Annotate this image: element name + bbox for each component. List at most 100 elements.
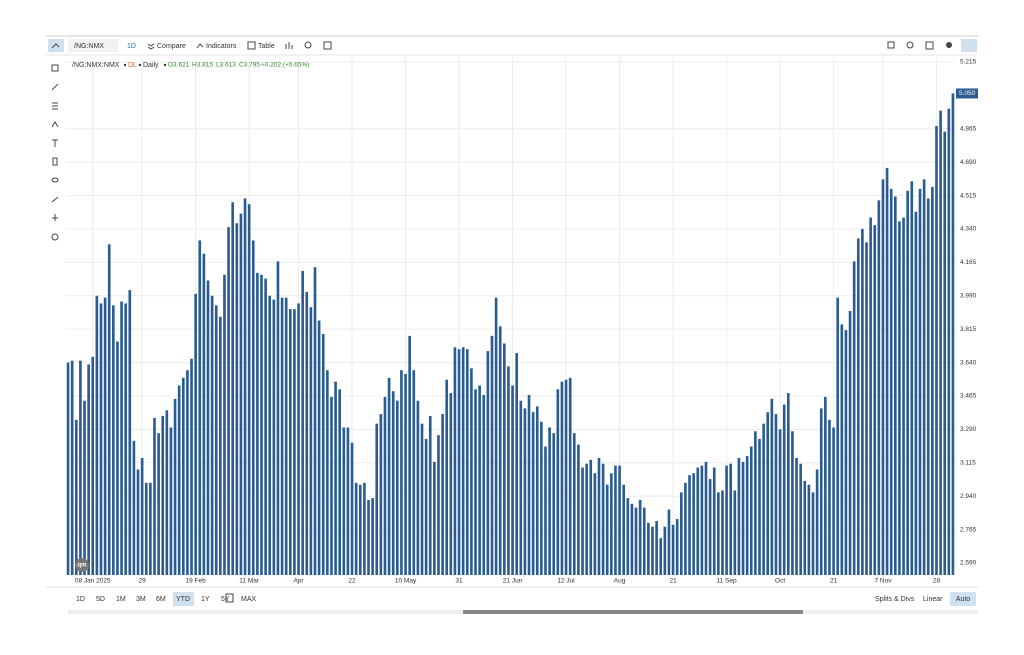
cursor-button[interactable]	[48, 39, 64, 52]
bar	[219, 316, 222, 575]
bar	[515, 353, 518, 575]
auto[interactable]: Auto	[956, 596, 971, 603]
bar	[420, 423, 424, 575]
bar	[305, 291, 309, 575]
tool-rect[interactable]	[51, 64, 59, 72]
bar	[317, 320, 321, 575]
bar	[70, 360, 74, 575]
x-tick-label: 21 Jun	[503, 578, 523, 585]
bar	[577, 444, 580, 575]
bar	[367, 499, 370, 575]
compare[interactable]: Compare	[157, 43, 186, 50]
bar	[284, 297, 288, 575]
x-tick-label: Oct	[775, 578, 785, 585]
table[interactable]: Table	[258, 43, 275, 50]
bar	[741, 461, 745, 575]
bar	[503, 343, 506, 575]
tool-brush[interactable]	[51, 196, 59, 203]
range-button[interactable]: MAX	[241, 596, 257, 603]
x-tick-label: 21	[830, 578, 838, 585]
bar	[95, 295, 99, 575]
price-tag: 5.050	[959, 90, 976, 97]
x-tick-label: 08 Jan 2025	[75, 578, 111, 585]
y-tick-label: 3.465	[960, 393, 977, 400]
chart-type-icon[interactable]	[285, 42, 293, 49]
y-tick-label: 3.115	[960, 459, 976, 466]
range-button[interactable]: 3M	[136, 596, 146, 603]
fit-icon[interactable]	[323, 41, 332, 50]
drawing-tools	[51, 64, 59, 241]
bar	[297, 303, 300, 575]
bar	[906, 190, 909, 575]
bar	[153, 417, 156, 575]
legend-open: O3.621	[168, 62, 190, 69]
range-button[interactable]: 1D	[76, 596, 85, 603]
tool-text[interactable]	[52, 139, 58, 147]
tool-delete[interactable]	[52, 157, 58, 166]
range-button[interactable]: 1M	[116, 596, 126, 603]
bar	[198, 240, 202, 575]
bar	[465, 349, 469, 575]
legend-low: L3.613	[216, 62, 236, 69]
bar	[412, 370, 416, 575]
bar	[951, 93, 955, 575]
interval[interactable]: 1D	[127, 43, 136, 50]
bar	[363, 482, 366, 575]
axes: 5.215 4.865 4.690 4.515 4.340 4.165 3.990 3.815…	[75, 59, 978, 585]
bar	[877, 200, 881, 575]
x-tick-label: 11 Mar	[239, 578, 260, 585]
bar	[276, 261, 280, 575]
refresh-icon[interactable]	[906, 41, 914, 49]
tool-fib[interactable]	[52, 102, 58, 110]
auto-button[interactable]	[950, 592, 976, 606]
bar	[227, 227, 230, 575]
bar	[99, 303, 103, 575]
tool-magnet[interactable]	[51, 233, 59, 241]
bar	[572, 433, 576, 575]
bar	[717, 492, 720, 575]
bar	[824, 396, 827, 575]
bar	[861, 228, 864, 575]
bar	[523, 408, 527, 575]
linear[interactable]: Linear	[923, 596, 943, 603]
range-button[interactable]: 6M	[156, 596, 166, 603]
bar	[116, 341, 119, 575]
indicators[interactable]: Indicators	[206, 43, 237, 50]
bar	[482, 395, 486, 575]
bar	[803, 480, 807, 575]
bar	[449, 393, 453, 575]
bar	[494, 297, 498, 575]
layout-icon[interactable]	[887, 41, 895, 49]
bar	[461, 347, 465, 575]
scroll-thumb[interactable]	[463, 610, 803, 614]
tool-visibility[interactable]	[51, 177, 59, 183]
bar	[684, 482, 687, 575]
bar	[202, 253, 206, 575]
bar	[165, 410, 169, 575]
range-button[interactable]: YTD	[176, 596, 190, 603]
fullscreen-button[interactable]	[961, 39, 977, 52]
bar	[140, 458, 144, 575]
calendar-icon[interactable]	[225, 593, 234, 603]
zoom-icon[interactable]	[304, 41, 312, 49]
bar	[548, 427, 551, 575]
bar	[358, 484, 362, 575]
symbol-box[interactable]	[68, 39, 118, 52]
range-button[interactable]: 5D	[96, 596, 105, 603]
tool-pattern[interactable]	[51, 121, 59, 128]
legend-high: H3.815	[192, 62, 213, 69]
range-button[interactable]: 5Y	[221, 596, 230, 603]
settings-icon[interactable]	[946, 42, 952, 48]
legend-sep	[123, 63, 127, 67]
snapshot-icon[interactable]	[925, 41, 934, 50]
legend-study: DL	[128, 62, 137, 69]
bar	[943, 131, 947, 575]
tool-line[interactable]	[51, 83, 59, 91]
y-tick-label: 2.590	[960, 560, 977, 567]
range-button[interactable]: 1Y	[201, 596, 210, 603]
bar	[408, 335, 411, 575]
tool-crosshair[interactable]	[52, 214, 58, 221]
y-tick-label: 5.215	[960, 59, 977, 66]
bar	[733, 490, 737, 575]
splits-divs[interactable]: Splits & Divs	[875, 596, 915, 603]
